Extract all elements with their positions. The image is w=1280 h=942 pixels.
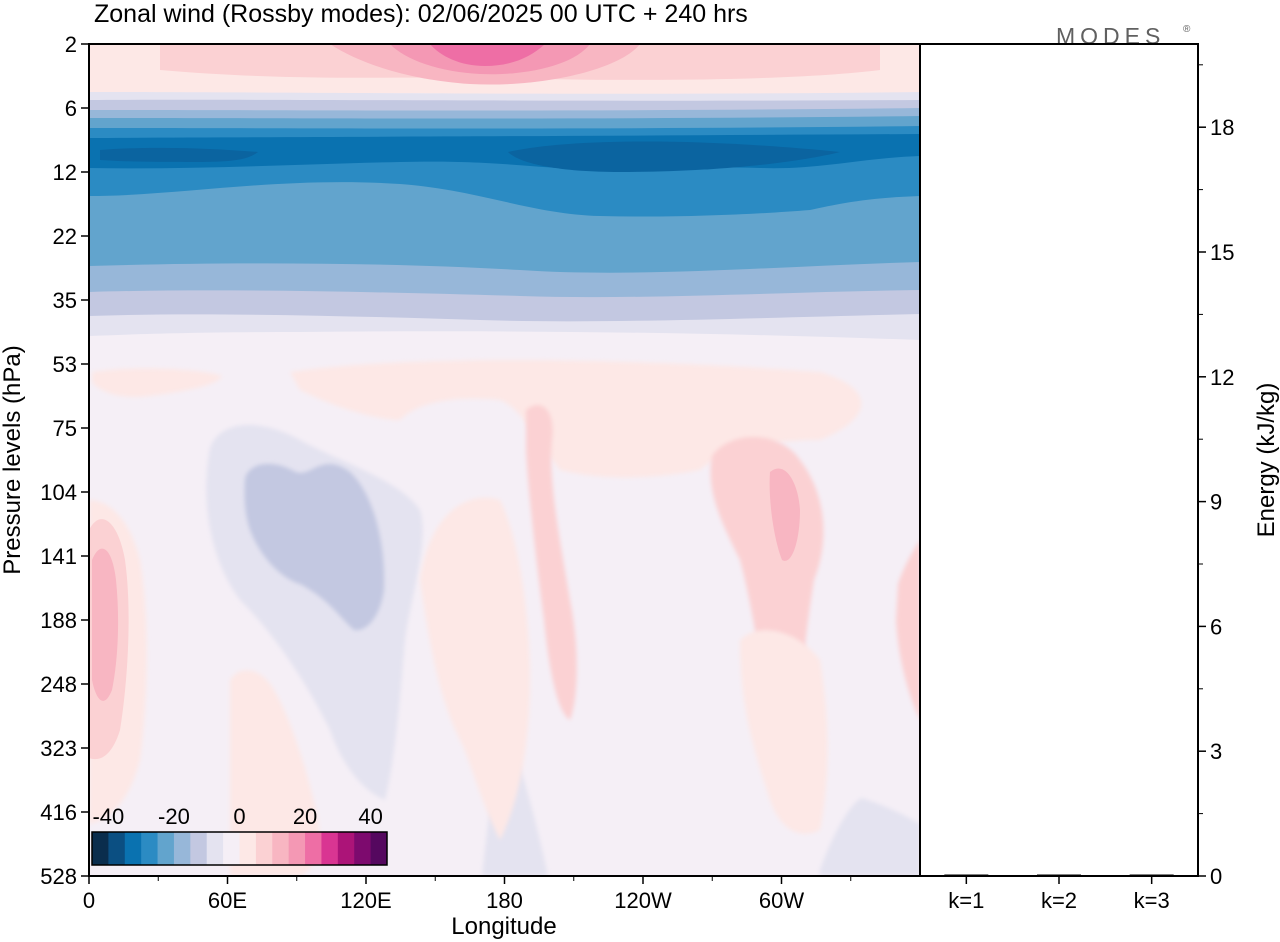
pos-tongue-bottom-right xyxy=(740,630,828,834)
logo-trademark: ® xyxy=(1183,24,1191,35)
colorbar-swatch xyxy=(206,832,224,865)
energy-axis: 0 3 6 9 12 15 18 xyxy=(1198,64,1234,889)
pos-core-right xyxy=(769,468,800,561)
x-axis: 0 60E 120E 180 120W 60W xyxy=(83,876,852,913)
colorbar-tick-label: -40 xyxy=(92,804,124,829)
y-tick-label: 6 xyxy=(65,96,77,121)
colorbar-swatch xyxy=(141,832,159,865)
colorbar-swatch xyxy=(255,832,273,865)
energy-category-label: k=3 xyxy=(1134,888,1170,913)
colorbar-tick-label: 40 xyxy=(358,804,382,829)
energy-bar xyxy=(944,874,989,876)
colorbar: -40 -20 0 20 40 xyxy=(91,804,388,866)
y-tick-label: 104 xyxy=(40,480,77,505)
colorbar-swatch xyxy=(223,832,240,865)
colorbar-frame xyxy=(91,831,388,866)
x-tick-label: 0 xyxy=(83,888,95,913)
y-tick-label: 12 xyxy=(53,160,77,185)
energy-tick-label: 9 xyxy=(1210,490,1222,515)
energy-category-label: k=2 xyxy=(1041,888,1077,913)
colorbar-swatch xyxy=(108,832,126,865)
colorbar-swatch xyxy=(190,832,208,865)
modes-logo: MODES xyxy=(1056,23,1165,49)
colorbar-swatch xyxy=(157,832,175,865)
colorbar-swatch xyxy=(239,832,257,865)
pos-tongue-center xyxy=(420,497,530,840)
east-core-west xyxy=(100,147,258,162)
energy-tick-label: 15 xyxy=(1210,240,1234,265)
colorbar-swatch xyxy=(337,832,355,865)
energy-category-label: k=1 xyxy=(948,888,984,913)
colorbar-swatch xyxy=(124,832,142,865)
x-tick-label: 60W xyxy=(759,888,804,913)
y-tick-label: 323 xyxy=(40,736,77,761)
y-tick-label: 53 xyxy=(53,352,77,377)
colorbar-tick-label: -20 xyxy=(158,804,190,829)
energy-tick-label: 0 xyxy=(1210,864,1222,889)
x-axis-label: Longitude xyxy=(451,913,556,940)
colorbar-swatch xyxy=(321,832,339,865)
energy-tick-label: 12 xyxy=(1210,365,1234,390)
y-tick-label: 248 xyxy=(40,672,77,697)
energy-bars: k=1 k=2 k=3 xyxy=(944,874,1174,913)
pos-blob-central xyxy=(290,360,862,478)
x-tick-label: 60E xyxy=(208,888,247,913)
energy-tick-label: 6 xyxy=(1210,614,1222,639)
x-tick-label: 180 xyxy=(486,888,523,913)
chart-title: Zonal wind (Rossby modes): 02/06/2025 00… xyxy=(94,0,748,28)
colorbar-swatch xyxy=(173,832,191,865)
y-tick-label: 35 xyxy=(53,288,77,313)
colorbar-swatch xyxy=(354,832,372,865)
y-tick-label: 75 xyxy=(53,416,77,441)
top-jet-3 xyxy=(430,44,545,66)
colorbar-swatch xyxy=(370,832,388,865)
y-tick-label: 188 xyxy=(40,608,77,633)
y-tick-label: 141 xyxy=(40,544,77,569)
y-axis-label: Pressure levels (hPa) xyxy=(0,345,26,574)
y-tick-label: 416 xyxy=(40,800,77,825)
neg-core-west xyxy=(244,463,385,631)
neg-blob-right xyxy=(820,798,920,876)
y-tick-label: 22 xyxy=(53,224,77,249)
energy-tick-label: 3 xyxy=(1210,739,1222,764)
pos-tongue-mid xyxy=(230,670,320,876)
east-core-east xyxy=(508,141,840,172)
wind-field xyxy=(89,44,920,876)
energy-bar xyxy=(1129,874,1174,876)
pos-tongue-center-2 xyxy=(526,405,577,720)
colorbar-swatch xyxy=(305,832,322,865)
x-tick-label: 120W xyxy=(614,888,672,913)
energy-axis-label: Energy (kJ/kg) xyxy=(1253,383,1280,538)
x-tick-label: 120E xyxy=(340,888,391,913)
colorbar-swatch xyxy=(288,832,306,865)
energy-panel-frame xyxy=(919,43,1199,877)
energy-bar xyxy=(1037,874,1081,876)
energy-tick-label: 18 xyxy=(1210,115,1234,140)
y-tick-label: 528 xyxy=(40,864,77,889)
colorbar-tick-label: 20 xyxy=(293,804,317,829)
colorbar-tick-label: 0 xyxy=(233,804,245,829)
colorbar-swatch xyxy=(272,832,290,865)
pos-blob-upper-tropo xyxy=(92,368,222,398)
y-axis: 2 6 12 22 35 53 75 104 141 188 248 323 416 528 xyxy=(40,32,89,889)
colorbar-swatch xyxy=(92,832,109,865)
pos-tongue-left-core xyxy=(92,548,119,701)
pos-tongue-far-right xyxy=(896,540,920,720)
y-tick-label: 2 xyxy=(65,32,77,57)
